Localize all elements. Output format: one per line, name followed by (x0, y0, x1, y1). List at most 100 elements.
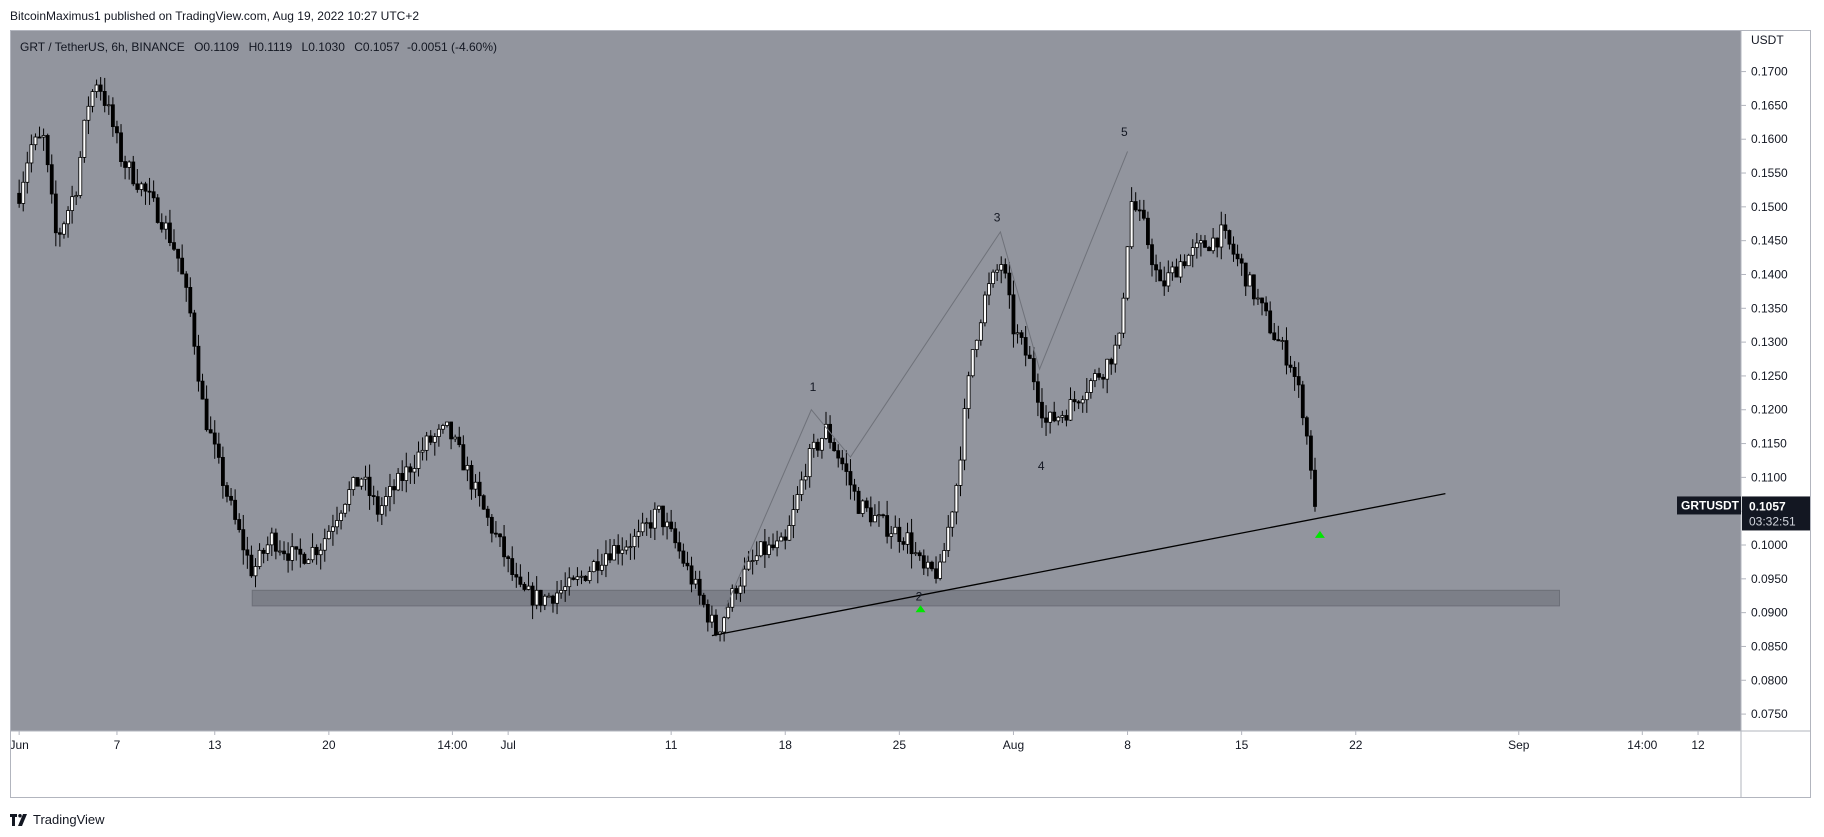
candle-body (143, 183, 148, 192)
candle-body (575, 576, 580, 580)
candle-body (820, 438, 824, 451)
symbol-title[interactable]: GRT / TetherUS, 6h, BINANCE (20, 40, 185, 54)
green-up-arrow-icon[interactable] (915, 605, 926, 613)
candle-body (551, 595, 555, 604)
candle-body (1243, 262, 1248, 287)
candle-body (991, 271, 995, 285)
candle-body (53, 193, 58, 234)
drawings-layer: 1 2 3 4 5 (711, 125, 1446, 637)
candle-body (25, 162, 30, 183)
candle-body (803, 476, 808, 481)
candle-body (978, 322, 983, 341)
candle-body (970, 349, 975, 377)
candle-body (1194, 242, 1199, 248)
candle-body (115, 126, 119, 134)
candle-body (445, 421, 449, 426)
candle-body (200, 380, 205, 400)
candle-body (1003, 264, 1008, 274)
candle-body (314, 546, 319, 556)
candle-body (1280, 340, 1285, 342)
candle-body (1015, 332, 1020, 335)
candle-body (351, 477, 356, 491)
candle-body (983, 294, 987, 324)
price-tick-label: 0.1550 (1751, 166, 1788, 180)
candle-body (628, 546, 633, 549)
candle-body (1296, 376, 1301, 386)
candle-body (1300, 384, 1305, 419)
time-tick-label: 7 (114, 738, 121, 752)
plot-area[interactable] (11, 31, 1741, 731)
candle-body (881, 514, 885, 517)
candle-body (1158, 269, 1163, 282)
candle-body (1313, 469, 1317, 507)
candle-body (840, 457, 845, 465)
candle-body (436, 428, 441, 437)
low-value: 0.1030 (308, 40, 345, 54)
candle-body (1052, 411, 1057, 422)
candle-body (1080, 399, 1085, 404)
price-chart[interactable]: USDT 1 2 3 4 5 0.07500.08000.08500.09000.095… (11, 31, 1810, 797)
open-key: O (194, 40, 204, 54)
tradingview-brand[interactable]: TradingView (10, 811, 105, 829)
candle-body (787, 525, 792, 541)
candle-body (432, 436, 437, 443)
candle-body (1088, 380, 1093, 393)
candle-body (734, 588, 739, 594)
candle-body (942, 550, 947, 563)
wave-label[interactable]: 2 (916, 589, 923, 603)
elliott-wave-path[interactable] (724, 151, 1129, 610)
candle-body (379, 505, 384, 515)
candle-body (318, 549, 323, 556)
candle-body (1137, 209, 1142, 212)
candle-body (934, 568, 938, 579)
price-tick-label: 0.1150 (1751, 437, 1787, 451)
candle-body (1162, 280, 1167, 287)
candle-body (74, 195, 79, 198)
bar-countdown: 03:32:51 (1749, 514, 1796, 528)
candle-body (355, 477, 360, 487)
time-axis[interactable]: Jun 7 13 20 14:00 Jul 11 18 25 Aug 8 15 22 Sep 14:00 12 (11, 731, 1705, 752)
candle-body (1251, 274, 1256, 300)
candle-body (1190, 247, 1195, 256)
wave-label[interactable]: 4 (1038, 459, 1045, 473)
candle-body (86, 105, 91, 121)
candle-body (241, 529, 246, 551)
wave-label[interactable]: 3 (994, 211, 1001, 225)
candle-body (331, 526, 335, 532)
candle-body (41, 135, 46, 138)
brand-label: TradingView (33, 812, 105, 827)
candle-body (383, 496, 388, 507)
candle-body (58, 232, 62, 235)
candle-body (261, 549, 266, 554)
candle-body (514, 574, 519, 578)
green-up-arrow-icon[interactable] (1314, 530, 1325, 538)
wave-label[interactable]: 5 (1121, 125, 1128, 139)
candle-body (925, 561, 930, 569)
candle-body (481, 495, 486, 510)
candle-body (1215, 237, 1220, 248)
price-tick-label: 0.1300 (1751, 335, 1788, 349)
price-axis[interactable]: 0.0750 0.0800 0.0850 0.0900 0.0950 0.1000 0.10… (1741, 65, 1788, 722)
publish-info: BitcoinMaximus1 published on TradingView… (10, 9, 420, 23)
candle-body (710, 614, 714, 623)
candle-body (1207, 246, 1211, 252)
candle-body (1044, 417, 1048, 423)
ascending-trend-line[interactable] (711, 492, 1446, 637)
wave-label[interactable]: 1 (810, 380, 817, 394)
candle-body (762, 541, 767, 555)
candle-body (962, 408, 967, 461)
time-tick-label: 22 (1349, 738, 1363, 752)
candle-body (106, 104, 111, 107)
candle-body (1247, 274, 1252, 287)
candle-body (750, 560, 755, 562)
candle-body (917, 552, 922, 557)
candle-body (225, 485, 229, 497)
candle-body (599, 564, 604, 571)
time-tick-label: 13 (208, 738, 222, 752)
candle-body (815, 441, 820, 451)
candle-body (612, 545, 616, 561)
price-axis-unit: USDT (1751, 33, 1784, 47)
candle-body (758, 541, 763, 557)
candle-body (616, 545, 621, 554)
